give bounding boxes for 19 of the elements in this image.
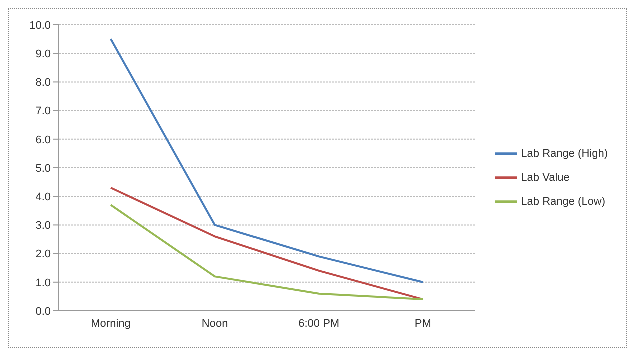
y-tick-label: 1.0 bbox=[36, 277, 51, 290]
line-series bbox=[110, 38, 424, 284]
y-tick-label: 4.0 bbox=[36, 192, 51, 204]
x-tick-label: Noon bbox=[202, 318, 228, 330]
legend-label: Lab Range (High) bbox=[521, 148, 608, 160]
y-tick-label: 2.0 bbox=[36, 248, 51, 261]
y-tick-label: 5.0 bbox=[36, 162, 51, 175]
y-tick-label: 8.0 bbox=[36, 77, 51, 90]
legend-label: Lab Value bbox=[521, 172, 570, 184]
y-tick-label: 7.0 bbox=[36, 106, 51, 118]
x-tick-label: Morning bbox=[91, 318, 131, 330]
x-tick-label: 6:00 PM bbox=[298, 318, 340, 330]
y-tick-label: 9.0 bbox=[36, 48, 51, 61]
x-tick-label: PM bbox=[414, 318, 432, 330]
y-tick-label: 10.0 bbox=[30, 20, 51, 32]
y-tick-label: 0.0 bbox=[36, 306, 51, 318]
y-tick-label: 6.0 bbox=[36, 134, 51, 146]
legend-label: Lab Range (Low) bbox=[521, 196, 606, 208]
y-tick-label: 3.0 bbox=[36, 220, 51, 232]
